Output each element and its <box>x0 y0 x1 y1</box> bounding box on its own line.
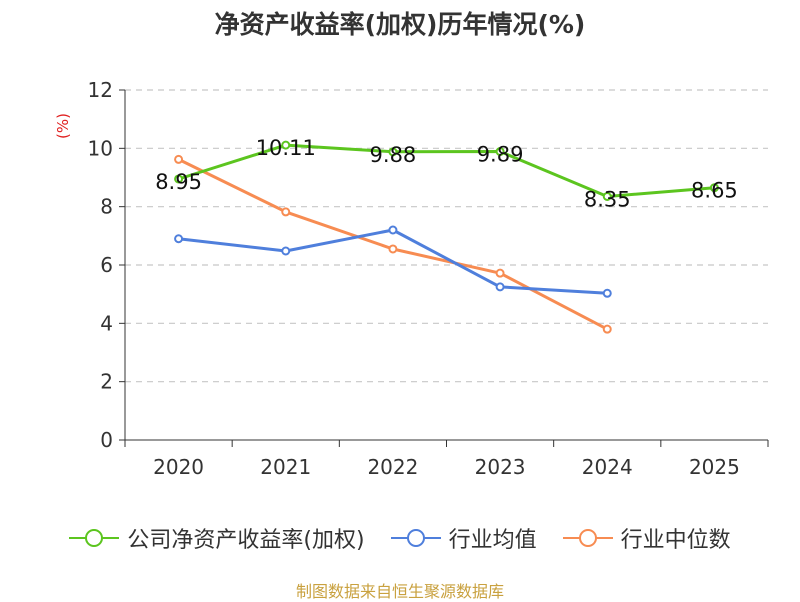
data-point <box>281 140 291 150</box>
y-tick-label: 6 <box>100 253 113 277</box>
x-tick-label: 2020 <box>153 455 204 479</box>
y-tick-label: 10 <box>88 136 113 160</box>
data-label: 9.89 <box>477 143 524 167</box>
series-line <box>178 228 608 295</box>
data-point <box>174 174 184 184</box>
legend-item-industry-mean[interactable]: 行业均值 <box>390 522 537 554</box>
x-tick-label: 2024 <box>582 455 633 479</box>
y-tick-label: 2 <box>100 370 113 394</box>
data-label: 10.11 <box>256 136 316 160</box>
data-point <box>602 191 612 201</box>
y-tick-label: 8 <box>100 195 113 219</box>
data-point <box>174 154 184 164</box>
legend-label-company-roe: 公司净资产收益率(加权) <box>127 528 365 553</box>
y-tick-label: 0 <box>100 428 113 452</box>
data-point <box>709 183 719 193</box>
data-point <box>495 282 505 292</box>
data-point <box>388 244 398 254</box>
legend-item-industry-median[interactable]: 行业中位数 <box>562 522 731 554</box>
data-point <box>495 147 505 157</box>
data-label: 8.65 <box>691 179 738 203</box>
data-point <box>602 324 612 334</box>
series-line <box>178 143 715 198</box>
data-point <box>388 225 398 235</box>
data-label: 8.35 <box>584 187 631 211</box>
data-point <box>281 246 291 256</box>
legend-swatch-industry-median <box>562 529 613 547</box>
legend-swatch-industry-mean <box>390 529 441 547</box>
x-tick-label: 2023 <box>475 455 526 479</box>
data-label: 9.88 <box>370 143 417 167</box>
data-point <box>388 147 398 157</box>
legend-label-industry-mean: 行业均值 <box>448 528 537 553</box>
series-line <box>177 158 608 331</box>
y-tick-label: 4 <box>100 311 113 335</box>
y-axis-label: (%) <box>54 113 72 139</box>
source-note: 制图数据来自恒生聚源数据库 <box>295 582 504 601</box>
legend-item-company-roe[interactable]: 公司净资产收益率(加权) <box>69 522 365 554</box>
chart-title: 净资产收益率(加权)历年情况(%) <box>214 10 586 39</box>
x-tick-label: 2021 <box>260 455 311 479</box>
data-point <box>495 268 505 278</box>
data-point <box>281 207 291 217</box>
legend-label-industry-median: 行业中位数 <box>620 528 731 553</box>
data-point <box>174 234 184 244</box>
y-tick-label: 12 <box>88 78 113 102</box>
data-point <box>602 288 612 298</box>
legend: 公司净资产收益率(加权) 行业均值 行业中位数 <box>0 522 800 554</box>
x-tick-label: 2022 <box>367 455 418 479</box>
legend-swatch-company-roe <box>69 529 120 547</box>
data-label: 8.95 <box>155 170 202 194</box>
x-tick-label: 2025 <box>689 455 740 479</box>
